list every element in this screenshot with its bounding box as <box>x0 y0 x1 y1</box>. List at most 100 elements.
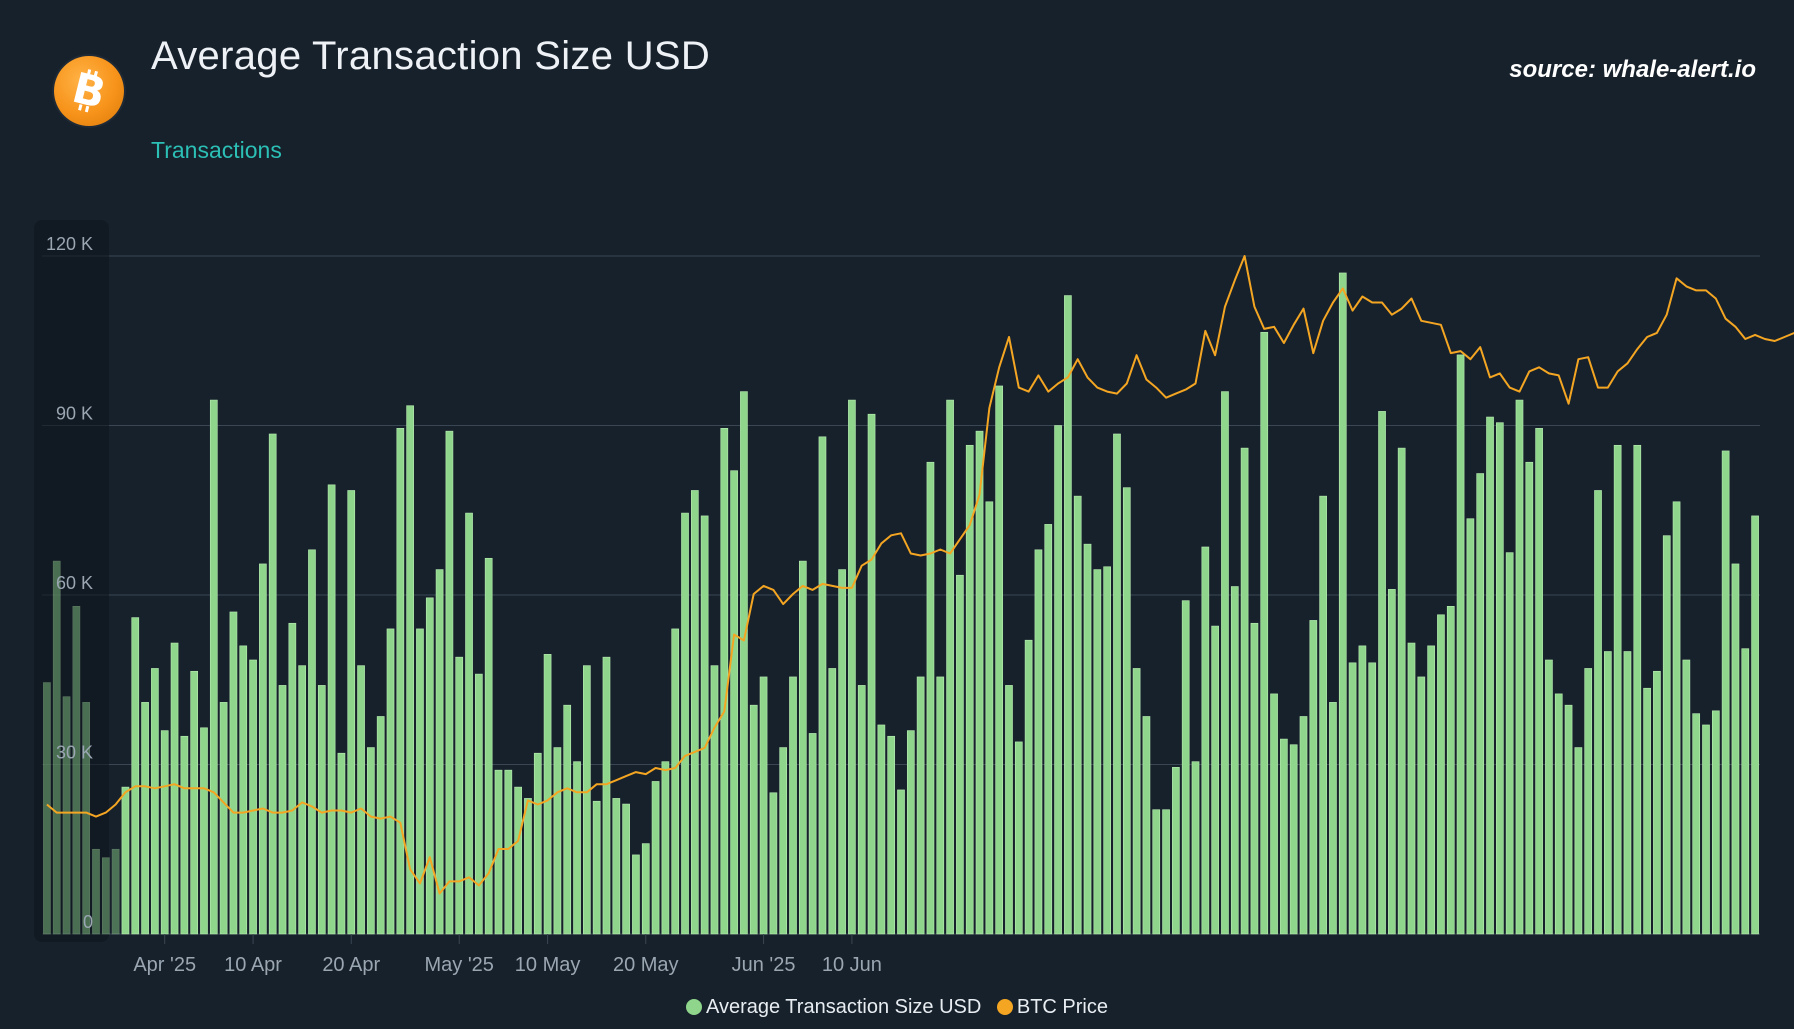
bar <box>798 560 807 935</box>
bar <box>1535 428 1543 935</box>
bar <box>357 665 365 935</box>
bar <box>720 428 729 935</box>
x-axis: Apr '25 10 Apr 20 Apr May '25 10 May 20 May Ju… <box>133 934 882 976</box>
bar <box>1721 450 1730 935</box>
bar <box>229 611 238 935</box>
bar <box>533 752 542 935</box>
bar <box>1024 639 1033 935</box>
bar <box>1142 716 1151 935</box>
bar <box>985 501 994 935</box>
bar <box>700 515 709 935</box>
bar <box>1064 295 1072 935</box>
bar <box>1564 704 1573 935</box>
bar <box>651 781 660 935</box>
bar <box>1132 668 1141 935</box>
bar <box>190 670 198 935</box>
bar <box>386 628 395 935</box>
bar <box>1751 515 1759 935</box>
bar <box>1289 744 1298 935</box>
bar <box>602 656 611 935</box>
bar <box>1643 687 1651 935</box>
bar <box>1633 444 1642 935</box>
bar <box>1250 622 1259 935</box>
navigator-overlay <box>34 220 109 942</box>
x-tick-label: 20 May <box>613 954 679 976</box>
bar <box>298 665 306 935</box>
bar <box>317 685 326 935</box>
bar <box>543 654 552 935</box>
bar <box>1466 518 1475 935</box>
bar <box>749 704 758 935</box>
bar <box>671 628 680 935</box>
bar <box>111 848 120 935</box>
bar <box>1201 546 1210 935</box>
legend-item-btc-price[interactable]: BTC Price <box>996 996 1108 1019</box>
bar <box>1319 495 1327 935</box>
bar <box>818 436 827 935</box>
bar <box>1446 605 1455 935</box>
bar <box>1584 668 1593 935</box>
transactions-link[interactable]: Transactions <box>151 137 282 163</box>
bar <box>494 769 503 935</box>
bar <box>661 761 670 935</box>
bar <box>848 399 856 935</box>
bar <box>1427 645 1435 935</box>
bar <box>1554 693 1563 935</box>
legend-label: BTC Price <box>1016 996 1108 1018</box>
bar <box>759 676 768 935</box>
bar <box>1653 670 1661 935</box>
bar <box>347 490 356 935</box>
navigator-mask <box>34 220 109 942</box>
bar <box>730 470 738 935</box>
bar <box>1073 495 1082 935</box>
line-series <box>46 255 1794 895</box>
bar <box>308 549 316 935</box>
legend-item-avg-size[interactable]: Average Transaction Size USD <box>685 996 981 1019</box>
bar <box>1682 659 1691 935</box>
bar <box>1014 741 1023 935</box>
bar <box>789 676 797 935</box>
bar <box>965 444 974 935</box>
bar <box>1702 724 1710 935</box>
bar <box>573 761 581 935</box>
bar <box>1623 651 1632 935</box>
bar <box>936 676 945 935</box>
x-tick-label: Apr '25 <box>133 954 196 976</box>
bar <box>1378 411 1386 935</box>
bar <box>563 704 572 935</box>
y-axis: 0 30 K 60 K 90 K 120 K <box>46 234 93 932</box>
bar <box>268 433 277 935</box>
bar <box>1604 651 1612 935</box>
bar <box>92 848 100 935</box>
bar <box>1162 809 1170 935</box>
bar <box>710 665 719 935</box>
y-tick-label: 60 K <box>56 573 93 593</box>
bar <box>975 430 984 935</box>
bar <box>1417 676 1426 935</box>
bar <box>1083 543 1092 935</box>
bar <box>1348 662 1357 935</box>
bar <box>867 413 876 935</box>
bar <box>681 512 689 935</box>
bar <box>632 854 640 935</box>
x-tick-label: Jun '25 <box>732 954 796 976</box>
bar <box>828 668 837 935</box>
page-title: Average Transaction Size USD <box>151 34 711 78</box>
bar <box>1152 809 1161 935</box>
bar <box>1525 461 1534 935</box>
bar <box>121 786 130 935</box>
bar <box>416 628 424 935</box>
bar <box>131 617 140 935</box>
bar <box>1486 416 1494 935</box>
bar <box>1515 399 1524 935</box>
bar <box>1545 659 1553 935</box>
bar <box>1230 586 1239 935</box>
bar <box>1034 549 1043 935</box>
bar <box>1388 589 1396 935</box>
bar <box>1574 747 1583 935</box>
bar <box>1240 447 1249 935</box>
bar <box>1662 535 1671 935</box>
bar <box>72 605 81 935</box>
bar <box>200 727 208 935</box>
bar <box>376 716 385 935</box>
